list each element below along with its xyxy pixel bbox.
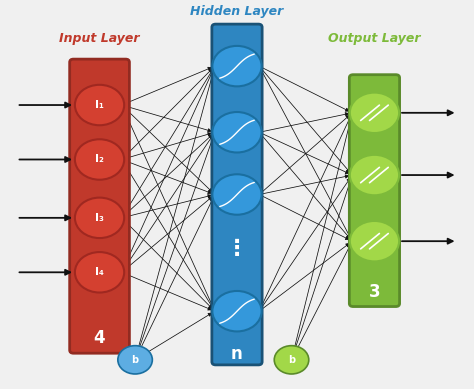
Circle shape	[118, 346, 152, 374]
Text: 4: 4	[94, 329, 105, 347]
Text: I₃: I₃	[95, 213, 104, 223]
FancyBboxPatch shape	[349, 75, 400, 307]
Circle shape	[274, 346, 309, 374]
Circle shape	[212, 174, 262, 215]
Text: Hidden Layer: Hidden Layer	[191, 5, 283, 18]
Circle shape	[75, 85, 124, 125]
Circle shape	[212, 46, 262, 86]
Text: I₂: I₂	[95, 154, 104, 165]
Circle shape	[350, 221, 399, 261]
Circle shape	[75, 139, 124, 180]
Circle shape	[212, 112, 262, 152]
FancyBboxPatch shape	[212, 24, 262, 365]
Circle shape	[75, 252, 124, 293]
Text: I₁: I₁	[95, 100, 104, 110]
Circle shape	[350, 155, 399, 195]
Text: Output Layer: Output Layer	[328, 32, 421, 46]
Text: Input Layer: Input Layer	[59, 32, 140, 46]
FancyBboxPatch shape	[70, 59, 129, 353]
Text: b: b	[131, 355, 139, 365]
Circle shape	[75, 198, 124, 238]
Text: I₄: I₄	[95, 267, 104, 277]
Text: ⋮: ⋮	[226, 239, 248, 259]
Circle shape	[212, 291, 262, 331]
Text: 3: 3	[369, 283, 380, 301]
Text: n: n	[231, 345, 243, 363]
Text: b: b	[288, 355, 295, 365]
Circle shape	[350, 93, 399, 133]
